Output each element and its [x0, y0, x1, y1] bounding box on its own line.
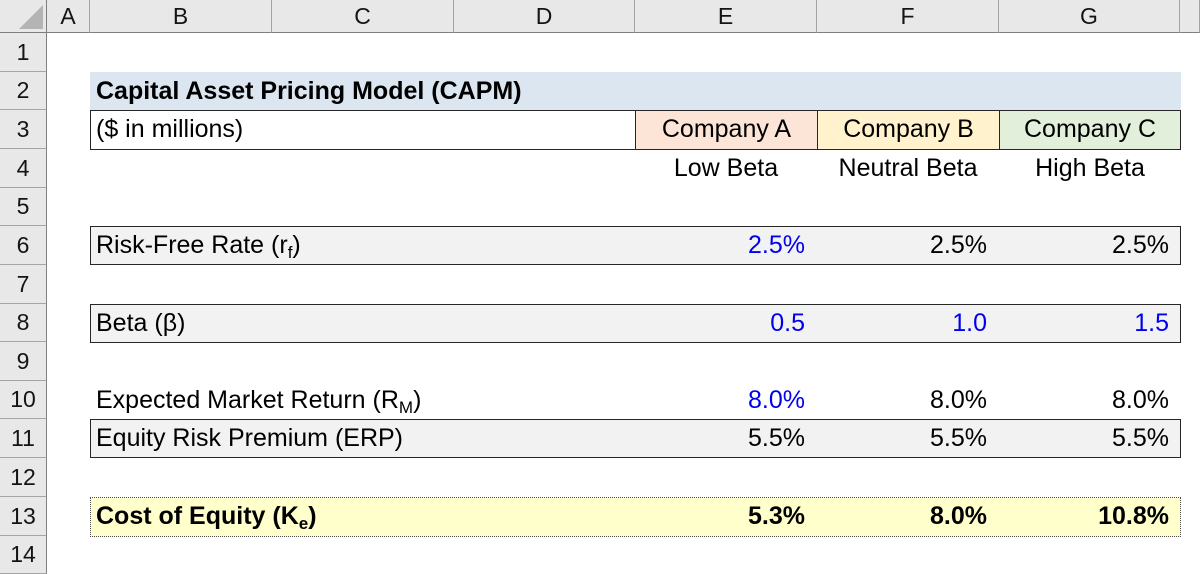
row-header-5[interactable]: 5 [0, 188, 47, 226]
cell-company-c-name[interactable]: Company C [1024, 115, 1156, 143]
risk-free-rate-range-fill [90, 226, 1181, 265]
row-header-8[interactable]: 8 [0, 304, 47, 342]
column-header-f[interactable]: F [817, 0, 999, 33]
cell-units-note[interactable]: ($ in millions) [96, 115, 244, 143]
cell-market-return-label[interactable]: Expected Market Return (RM) [96, 386, 422, 417]
row-header-9[interactable]: 9 [0, 342, 47, 381]
row-header-11[interactable]: 11 [0, 419, 47, 458]
cell-erp-company-c[interactable]: 5.5% [1112, 424, 1169, 452]
row-header-6[interactable]: 6 [0, 226, 47, 265]
cell-beta-label[interactable]: Beta (β) [96, 309, 186, 337]
cell-erp-label[interactable]: Equity Risk Premium (ERP) [96, 424, 403, 452]
column-header-h-partial[interactable] [1180, 0, 1200, 33]
cell-company-a-name[interactable]: Company A [661, 115, 792, 143]
select-all-triangle-icon [19, 5, 43, 29]
subscript: M [398, 398, 414, 417]
cell-risk-free-rate-company-a[interactable]: 2.5% [748, 231, 805, 259]
row-header-1[interactable]: 1 [0, 33, 47, 72]
cell-risk-free-rate-label[interactable]: Risk-Free Rate (rf) [96, 231, 301, 262]
row-header-7[interactable]: 7 [0, 265, 47, 304]
company-c-header-fill [999, 110, 1181, 150]
cell-market-return-company-c[interactable]: 8.0% [1112, 386, 1169, 414]
column-header-a[interactable]: A [47, 0, 90, 33]
beta-range-fill [90, 304, 1181, 343]
row-header-13[interactable]: 13 [0, 497, 47, 536]
column-header-c[interactable]: C [272, 0, 454, 33]
column-header-d[interactable]: D [454, 0, 635, 33]
column-header-g[interactable]: G [999, 0, 1180, 33]
cell-cost-of-equity-company-b[interactable]: 8.0% [930, 502, 987, 530]
cell-market-return-company-b[interactable]: 8.0% [930, 386, 987, 414]
row-header-4[interactable]: 4 [0, 149, 47, 188]
cell-market-return-company-a[interactable]: 8.0% [748, 386, 805, 414]
cell-company-a-scenario[interactable]: Low Beta [673, 154, 779, 182]
cell-risk-free-rate-company-c[interactable]: 2.5% [1112, 231, 1169, 259]
cell-cost-of-equity-company-c[interactable]: 10.8% [1098, 502, 1169, 530]
cell-erp-company-a[interactable]: 5.5% [748, 424, 805, 452]
cell-company-b-scenario[interactable]: Neutral Beta [838, 154, 978, 182]
row-header-3[interactable]: 3 [0, 110, 47, 149]
row-header-14[interactable]: 14 [0, 536, 47, 574]
cell-risk-free-rate-company-b[interactable]: 2.5% [930, 231, 987, 259]
subscript: e [298, 514, 309, 533]
erp-range-fill [90, 419, 1181, 458]
row-header-2[interactable]: 2 [0, 72, 47, 110]
subscript: f [287, 243, 293, 262]
cell-beta-company-c[interactable]: 1.5 [1134, 309, 1169, 337]
cell-company-b-name[interactable]: Company B [843, 115, 974, 143]
row-header-12[interactable]: 12 [0, 458, 47, 497]
row-header-10[interactable]: 10 [0, 381, 47, 419]
cell-beta-company-a[interactable]: 0.5 [770, 309, 805, 337]
column-header-b[interactable]: B [90, 0, 272, 33]
cost-of-equity-range-fill [90, 497, 1181, 537]
company-b-header-fill [817, 110, 1000, 150]
cell-erp-company-b[interactable]: 5.5% [930, 424, 987, 452]
cell-cost-of-equity-label[interactable]: Cost of Equity (Ke) [96, 502, 317, 533]
cell-company-c-scenario[interactable]: High Beta [1035, 154, 1145, 182]
units-note-cell-fill [90, 110, 636, 150]
select-all-corner[interactable] [0, 0, 47, 33]
cell-title[interactable]: Capital Asset Pricing Model (CAPM) [96, 77, 522, 105]
cell-beta-company-b[interactable]: 1.0 [952, 309, 987, 337]
column-header-e[interactable]: E [635, 0, 817, 33]
cell-cost-of-equity-company-a[interactable]: 5.3% [748, 502, 805, 530]
